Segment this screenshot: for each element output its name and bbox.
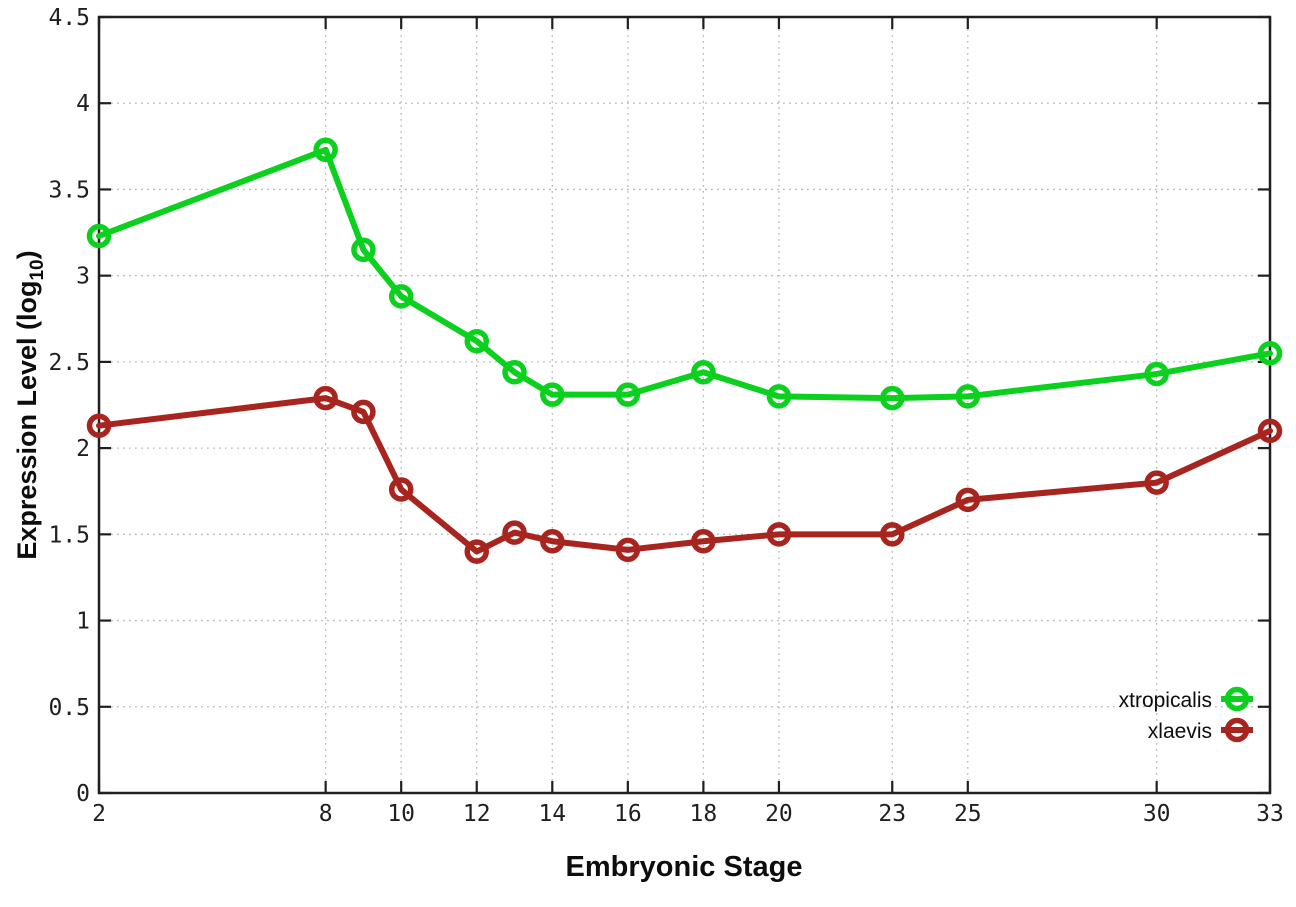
data-point-xtropicalis [615,382,641,407]
data-point-xlaevis [351,399,376,425]
x-tick-label: 33 [1256,801,1284,827]
y-tick-label: 0.5 [48,695,90,721]
y-tick-label: 3.5 [48,177,90,203]
data-point-xlaevis [502,520,527,545]
tick-labels: 2 8 10 12 14 16 18 20 23 25 30 33 0 0.5 1 1.5 2 2.5 3 3.5 4 4… [48,5,1283,827]
series-line-xtropicalis [96,146,1273,402]
data-point-xtropicalis [351,237,376,263]
y-tick-label: 4 [76,91,90,117]
data-series [86,137,1283,564]
y-tick-label: 3 [76,264,90,290]
y-tick-label: 1.5 [48,522,90,548]
x-axis-title: Embryonic Stage [566,851,803,883]
x-tick-label: 10 [387,801,415,827]
data-point-xtropicalis [955,384,981,409]
legend-item-xlaevis: xlaevis [1148,717,1253,743]
y-tick-label: 0 [76,781,90,807]
plot-border-rect [97,15,1272,795]
y-tick-label: 4.5 [48,5,90,31]
x-tick-label: 30 [1143,801,1171,827]
legend: xtropicalis xlaevis [1119,686,1253,743]
data-point-xtropicalis [1144,361,1169,387]
x-tick-label: 23 [878,801,906,827]
data-point-xtropicalis [464,328,489,354]
y-tick-label: 2 [76,436,90,462]
data-point-xlaevis [1144,470,1169,495]
data-point-xtropicalis [766,384,792,409]
x-tick-label: 8 [319,801,333,827]
data-point-xtropicalis [1257,341,1283,366]
y-tick-label: 2.5 [48,350,90,376]
series-line-xlaevis [96,395,1273,555]
data-point-xlaevis [464,539,489,564]
x-tick-label: 18 [690,801,718,827]
data-point-xlaevis [766,522,792,547]
data-point-xtropicalis [691,359,716,385]
data-point-xlaevis [313,385,338,411]
legend-marker [1224,686,1250,712]
legend-marker [1224,717,1250,743]
legend-label: xlaevis [1148,720,1212,743]
data-point-xtropicalis [86,223,112,249]
data-point-xtropicalis [502,359,527,385]
data-point-xlaevis [540,528,565,554]
x-tick-label: 2 [92,801,106,827]
legend-label: xtropicalis [1119,689,1212,712]
y-tick-label: 1 [76,609,90,635]
x-tick-label: 12 [463,801,491,827]
data-point-xlaevis [1257,418,1283,444]
data-point-xtropicalis [313,137,338,163]
data-point-xlaevis [615,537,641,563]
plot-border [97,15,1272,795]
data-point-xtropicalis [540,382,565,407]
legend-item-xtropicalis: xtropicalis [1119,686,1253,712]
data-point-xlaevis [388,477,414,502]
data-point-xtropicalis [388,284,414,309]
y-axis-title: Expression Level (log10) [12,250,48,559]
x-tick-label: 14 [538,801,566,827]
data-point-xlaevis [86,413,112,438]
data-point-xlaevis [955,487,981,513]
data-point-xlaevis [691,528,716,554]
x-tick-label: 20 [765,801,793,827]
axis-ticks [97,15,1272,795]
data-point-xtropicalis [880,385,905,411]
x-tick-label: 16 [614,801,642,827]
x-tick-label: 25 [954,801,982,827]
data-point-xlaevis [880,522,905,547]
axis-titles: Embryonic Stage Expression Level (log10) [12,250,802,883]
